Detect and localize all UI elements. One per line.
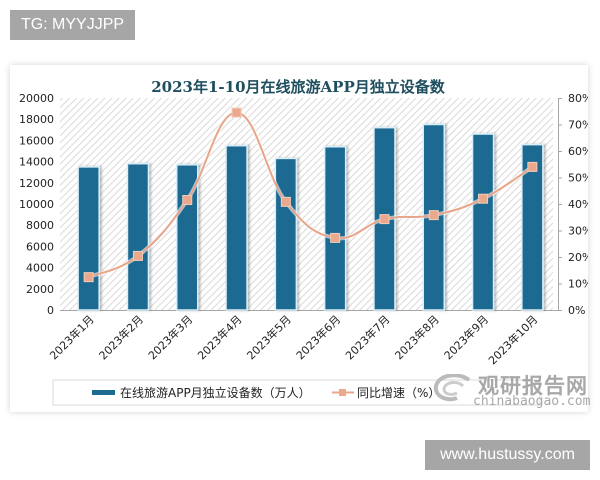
legend: 在线旅游APP月独立设备数（万人） 同比增速（%） (52, 379, 541, 406)
left-tick-label: 6000 (26, 240, 54, 253)
left-tick-label: 2000 (26, 283, 54, 296)
site-url-badge: www.hustussy.com (425, 440, 590, 470)
right-tick-label: 40% (568, 198, 588, 211)
chart-panel: 2023年1-10月在线旅游APP月独立设备数 0 2000 4000 6000 800… (10, 65, 588, 412)
x-tick-label: 2023年4月 (194, 312, 244, 362)
line-marker (182, 195, 193, 206)
growth-line (88, 111, 533, 279)
bar (126, 162, 150, 311)
line-marker (83, 272, 94, 283)
left-tick-label: 10000 (19, 198, 54, 211)
line-marker (379, 214, 390, 225)
x-tick-label: 2023年6月 (293, 312, 343, 362)
left-tick-label: 18000 (19, 113, 54, 126)
line-marker (428, 210, 439, 221)
x-tick-label: 2023年1月 (47, 312, 97, 362)
legend-bar-label: 在线旅游APP月独立设备数（万人） (120, 385, 311, 400)
x-tick-label: 2023年9月 (441, 312, 491, 362)
chart-title: 2023年1-10月在线旅游APP月独立设备数 (151, 78, 445, 96)
x-tick-label: 2023年8月 (392, 312, 442, 362)
right-tick-label: 30% (568, 225, 588, 238)
bar (274, 157, 298, 311)
x-tick-label: 2023年5月 (244, 312, 294, 362)
line-marker (231, 107, 242, 118)
left-tick-label: 20000 (19, 92, 54, 105)
left-tick-label: 0 (47, 304, 54, 317)
right-tick-label: 20% (568, 251, 588, 264)
right-tick-label: 0% (568, 304, 585, 317)
combo-chart: 2023年1-10月在线旅游APP月独立设备数 0 2000 4000 6000 800… (19, 78, 588, 406)
left-axis: 0 2000 4000 6000 8000 10000 12000 14000 16000 180… (19, 92, 54, 317)
bar (471, 133, 495, 311)
left-tick-label: 16000 (19, 134, 54, 147)
x-tick-label: 2023年2月 (96, 312, 146, 362)
right-tick-label: 60% (568, 145, 588, 158)
bar (176, 164, 199, 311)
bar (225, 144, 248, 311)
line-marker (330, 232, 341, 243)
legend-line-label: 同比增速（%） (357, 386, 440, 400)
line-marker (478, 193, 489, 204)
left-tick-label: 4000 (26, 262, 54, 275)
right-axis: 0% 10% 20% 30% 40% 50% 60% 70% 80% (558, 92, 588, 317)
tg-badge: TG: MYYJJPP (10, 10, 135, 40)
legend-line-marker (339, 389, 346, 396)
bar (521, 143, 544, 311)
right-tick-label: 50% (568, 172, 588, 185)
right-tick-label: 10% (568, 278, 588, 291)
legend-bar-swatch (92, 390, 115, 395)
bar (323, 146, 347, 311)
x-axis-labels: 2023年1月 2023年2月 2023年3月 2023年4月 2023年5月 2023年… (47, 312, 541, 367)
plot-area (60, 98, 558, 311)
x-tick-label: 2023年10月 (485, 312, 540, 367)
line-marker (527, 161, 538, 172)
right-tick-label: 70% (568, 119, 588, 132)
bar (77, 166, 100, 311)
line-marker (280, 196, 291, 207)
left-tick-label: 8000 (26, 219, 54, 232)
left-tick-label: 14000 (19, 156, 54, 169)
x-tick-label: 2023年3月 (145, 312, 195, 362)
line-marker (132, 250, 143, 261)
left-tick-label: 12000 (19, 177, 54, 190)
right-tick-label: 80% (568, 92, 588, 105)
x-tick-label: 2023年7月 (342, 312, 392, 362)
